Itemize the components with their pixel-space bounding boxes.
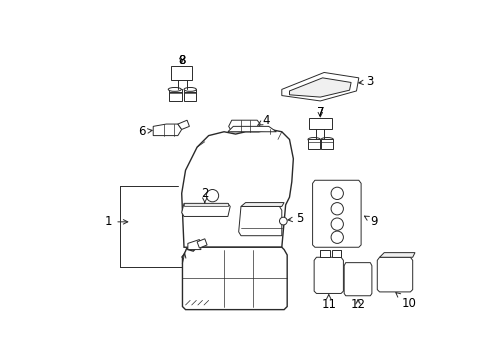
Ellipse shape — [321, 138, 333, 141]
Text: 12: 12 — [350, 298, 365, 311]
Circle shape — [330, 231, 343, 243]
Text: 10: 10 — [395, 293, 415, 310]
Polygon shape — [377, 257, 412, 292]
Polygon shape — [183, 203, 227, 206]
Polygon shape — [344, 263, 371, 296]
Text: 2: 2 — [201, 187, 208, 203]
Polygon shape — [379, 253, 414, 257]
Circle shape — [279, 217, 286, 225]
Text: 1: 1 — [104, 215, 127, 228]
Circle shape — [206, 189, 218, 202]
Polygon shape — [238, 206, 281, 236]
Polygon shape — [281, 72, 358, 101]
Polygon shape — [153, 124, 182, 136]
Polygon shape — [289, 78, 350, 97]
Polygon shape — [168, 89, 182, 92]
Polygon shape — [182, 203, 230, 216]
Ellipse shape — [168, 87, 181, 91]
Polygon shape — [182, 130, 293, 247]
Bar — [331, 249, 341, 257]
Polygon shape — [241, 203, 284, 206]
Circle shape — [330, 187, 343, 199]
Polygon shape — [312, 180, 360, 247]
Text: 7: 7 — [316, 106, 324, 119]
Polygon shape — [313, 257, 343, 293]
Polygon shape — [168, 92, 182, 101]
Polygon shape — [228, 120, 260, 132]
Polygon shape — [307, 139, 320, 149]
Text: 8: 8 — [178, 54, 185, 67]
Polygon shape — [183, 89, 196, 92]
Text: 4: 4 — [257, 114, 269, 127]
Text: 8: 8 — [178, 54, 185, 67]
Bar — [308, 118, 331, 130]
Text: 11: 11 — [321, 294, 336, 311]
Polygon shape — [197, 239, 207, 248]
Polygon shape — [187, 239, 201, 249]
Polygon shape — [183, 92, 196, 101]
Circle shape — [330, 203, 343, 215]
Polygon shape — [227, 126, 276, 132]
Bar — [171, 66, 192, 80]
Text: 3: 3 — [358, 75, 373, 88]
Polygon shape — [182, 247, 286, 310]
Circle shape — [330, 218, 343, 230]
Text: 7: 7 — [316, 106, 324, 119]
Ellipse shape — [183, 87, 196, 91]
Polygon shape — [321, 139, 333, 149]
Ellipse shape — [307, 138, 320, 141]
Polygon shape — [178, 120, 189, 130]
Bar — [320, 249, 329, 257]
Text: 6: 6 — [138, 125, 152, 138]
Text: 5: 5 — [287, 212, 303, 225]
Text: 9: 9 — [364, 215, 377, 228]
